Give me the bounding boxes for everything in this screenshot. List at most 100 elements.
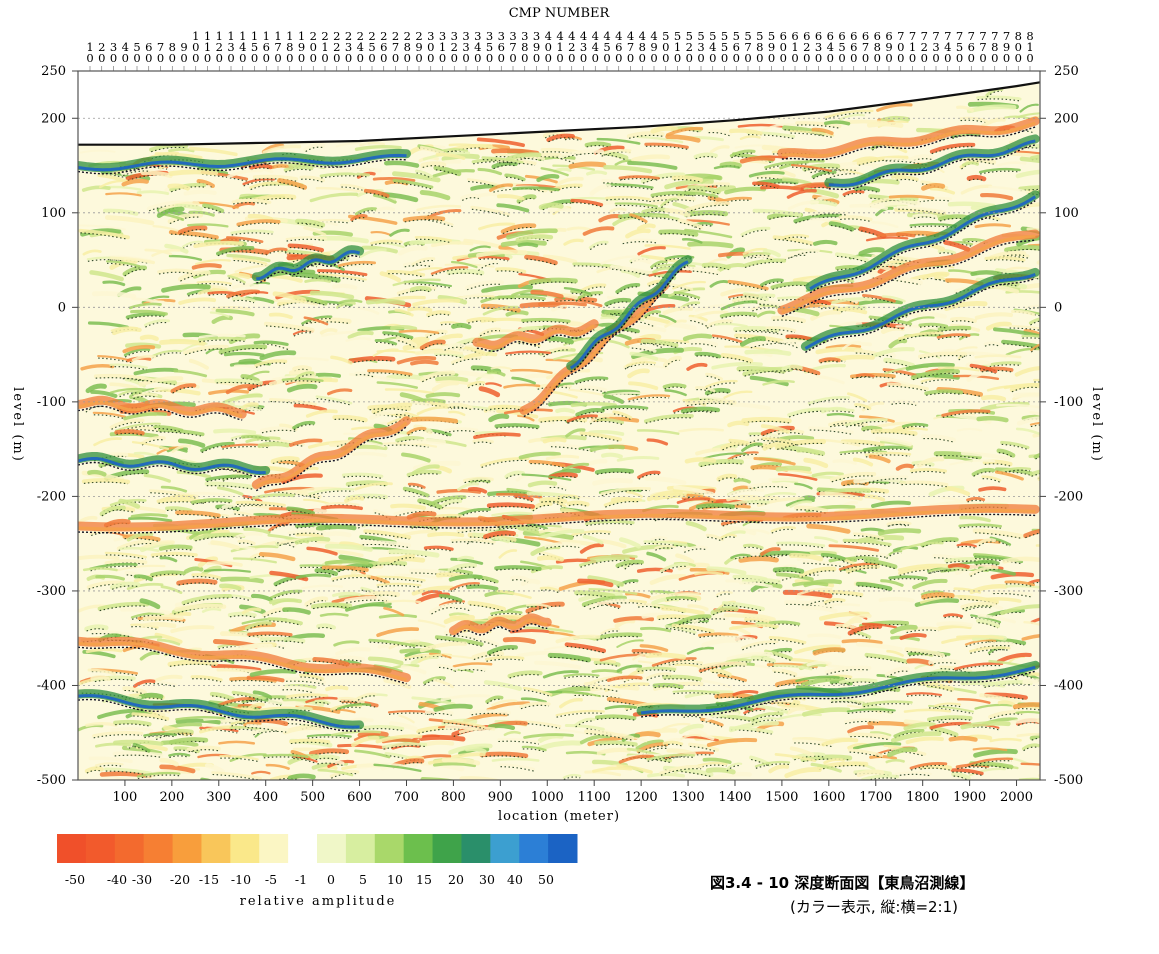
colorbar-tick-label: 5 bbox=[359, 872, 367, 887]
texture-stroke bbox=[899, 633, 927, 640]
texture-wiggle bbox=[474, 578, 498, 585]
texture-wiggle bbox=[518, 237, 550, 242]
texture-stroke bbox=[771, 315, 806, 323]
texture-stroke bbox=[227, 274, 246, 284]
texture-stroke bbox=[251, 770, 271, 775]
texture-stroke bbox=[319, 327, 338, 335]
texture-stroke bbox=[650, 214, 680, 221]
texture-wiggle bbox=[462, 781, 498, 784]
texture-stroke bbox=[450, 538, 496, 544]
texture-stroke bbox=[133, 679, 156, 688]
texture-stroke bbox=[852, 742, 902, 750]
texture-stroke bbox=[600, 255, 641, 265]
texture-stroke bbox=[517, 414, 535, 422]
y-tick-label-left: -100 bbox=[37, 395, 66, 410]
texture-wiggle bbox=[453, 407, 497, 413]
texture-stroke bbox=[588, 429, 625, 436]
texture-wiggle bbox=[596, 471, 632, 475]
texture-stroke bbox=[491, 757, 540, 762]
texture-wiggle bbox=[106, 262, 140, 269]
texture-stroke bbox=[1030, 617, 1040, 624]
texture-stroke bbox=[419, 641, 468, 653]
texture-stroke bbox=[713, 165, 741, 170]
texture-stroke bbox=[838, 678, 878, 685]
texture-wiggle bbox=[661, 565, 688, 574]
texture-stroke bbox=[960, 601, 995, 609]
texture-wiggle bbox=[866, 777, 898, 780]
texture-stroke bbox=[88, 756, 133, 764]
texture-stroke bbox=[847, 392, 868, 402]
texture-stroke bbox=[383, 678, 412, 690]
texture-stroke bbox=[891, 171, 925, 179]
texture-stroke bbox=[856, 769, 885, 778]
y-tick-label-left: 250 bbox=[41, 64, 66, 79]
texture-stroke bbox=[637, 246, 666, 256]
texture-wiggle bbox=[289, 532, 325, 536]
texture-stroke bbox=[960, 680, 1006, 688]
texture-stroke bbox=[259, 350, 297, 361]
texture-wiggle bbox=[645, 145, 688, 150]
texture-stroke bbox=[122, 534, 161, 542]
texture-stroke bbox=[1027, 578, 1040, 585]
texture-wiggle bbox=[218, 700, 254, 708]
texture-stroke bbox=[792, 581, 829, 587]
texture-stroke bbox=[287, 529, 327, 535]
texture-stroke bbox=[878, 596, 915, 603]
texture-stroke bbox=[340, 183, 367, 191]
texture-wiggle bbox=[263, 343, 289, 351]
texture-stroke bbox=[756, 310, 776, 318]
texture-stroke bbox=[203, 568, 251, 573]
texture-stroke bbox=[373, 763, 422, 773]
texture-stroke bbox=[562, 773, 582, 779]
texture-stroke bbox=[647, 195, 696, 202]
texture-stroke bbox=[854, 186, 881, 193]
texture-wiggle bbox=[473, 441, 493, 445]
texture-stroke bbox=[681, 238, 703, 244]
texture-stroke bbox=[158, 544, 193, 551]
texture-stroke bbox=[151, 349, 182, 357]
y-tick-label-left: -500 bbox=[37, 773, 66, 788]
texture-wiggle bbox=[133, 395, 158, 400]
texture-stroke bbox=[131, 354, 157, 362]
texture-stroke bbox=[435, 376, 469, 382]
texture-stroke bbox=[383, 606, 405, 617]
texture-wiggle bbox=[98, 357, 133, 364]
texture-stroke bbox=[775, 572, 814, 582]
texture-stroke bbox=[748, 170, 785, 178]
reflector-band-core bbox=[452, 618, 548, 634]
texture-stroke bbox=[80, 363, 115, 371]
texture-wiggle bbox=[431, 268, 468, 277]
texture-stroke bbox=[1021, 334, 1040, 338]
texture-wiggle bbox=[91, 671, 137, 676]
texture-stroke bbox=[863, 558, 898, 569]
texture-stroke bbox=[417, 619, 446, 628]
texture-stroke bbox=[423, 545, 454, 551]
texture-stroke bbox=[270, 456, 300, 464]
texture-wiggle bbox=[429, 498, 465, 507]
texture-stroke bbox=[866, 121, 904, 128]
texture-stroke bbox=[980, 192, 1014, 201]
texture-stroke bbox=[516, 194, 537, 204]
colorbar-tick-label: -15 bbox=[199, 872, 219, 887]
texture-stroke bbox=[774, 438, 827, 450]
texture-stroke bbox=[795, 121, 842, 128]
texture-wiggle bbox=[106, 562, 146, 566]
texture-wiggle bbox=[316, 398, 352, 406]
texture-stroke bbox=[443, 614, 475, 625]
texture-stroke bbox=[335, 167, 382, 174]
texture-stroke bbox=[359, 141, 386, 147]
texture-wiggle bbox=[498, 740, 539, 745]
texture-wiggle bbox=[919, 325, 947, 329]
texture-stroke bbox=[258, 552, 296, 562]
x-tick-label: 100 bbox=[113, 790, 138, 805]
texture-stroke bbox=[634, 731, 661, 738]
texture-stroke bbox=[789, 500, 812, 508]
texture-stroke bbox=[503, 383, 541, 389]
texture-wiggle bbox=[988, 649, 1005, 656]
texture-wiggle bbox=[317, 762, 343, 766]
